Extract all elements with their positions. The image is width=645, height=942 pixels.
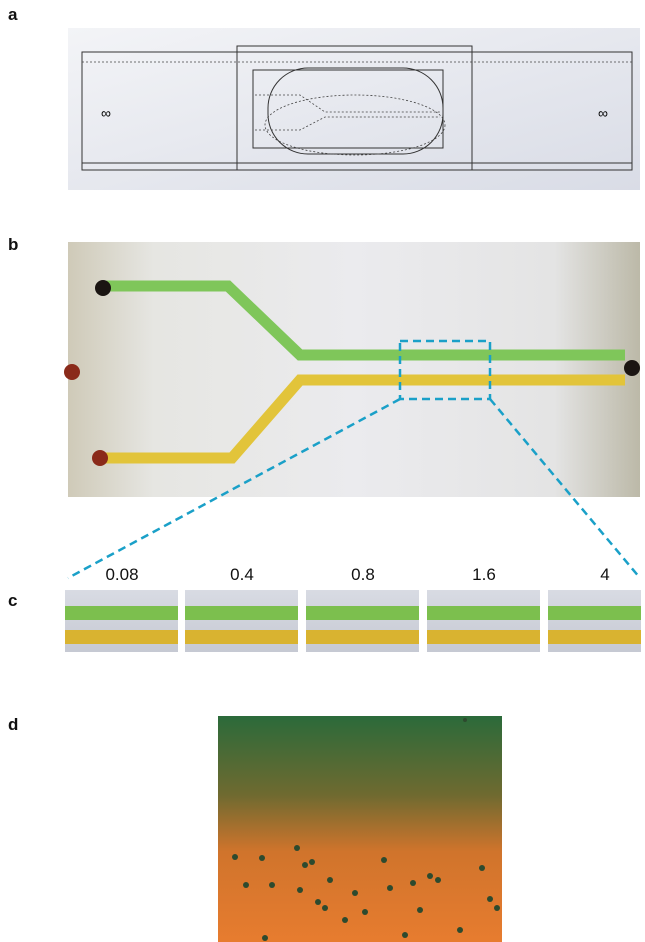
device-photo	[64, 242, 640, 497]
green-stream	[185, 606, 298, 620]
panel-label: d	[8, 715, 18, 734]
green-stream	[306, 606, 419, 620]
yellow-stream	[427, 630, 540, 644]
panel-label: c	[8, 591, 17, 610]
cad-drawing: ∞ ∞	[68, 28, 640, 190]
panel-label: a	[8, 5, 18, 24]
micrograph	[218, 716, 502, 942]
green-stream	[548, 606, 641, 620]
hole: ∞	[101, 105, 111, 121]
condition-label: 0.8	[351, 565, 375, 584]
condition-label: 4	[600, 565, 609, 584]
green-stream	[427, 606, 540, 620]
yellow-stream	[185, 630, 298, 644]
condition-label: 0.08	[105, 565, 138, 584]
condition-label: 0.4	[230, 565, 254, 584]
zoom-series: 0.08 0.4 0.8 1.6 4	[65, 565, 641, 652]
yellow-stream	[548, 630, 641, 644]
figure: a ∞ ∞ b c 0.08 0.4 0.8 1.6 4 d	[0, 0, 645, 942]
yellow-stream	[65, 630, 178, 644]
condition-label: 1.6	[472, 565, 496, 584]
green-stream	[65, 606, 178, 620]
panel-label: b	[8, 235, 18, 254]
yellow-stream	[306, 630, 419, 644]
hole: ∞	[598, 105, 608, 121]
